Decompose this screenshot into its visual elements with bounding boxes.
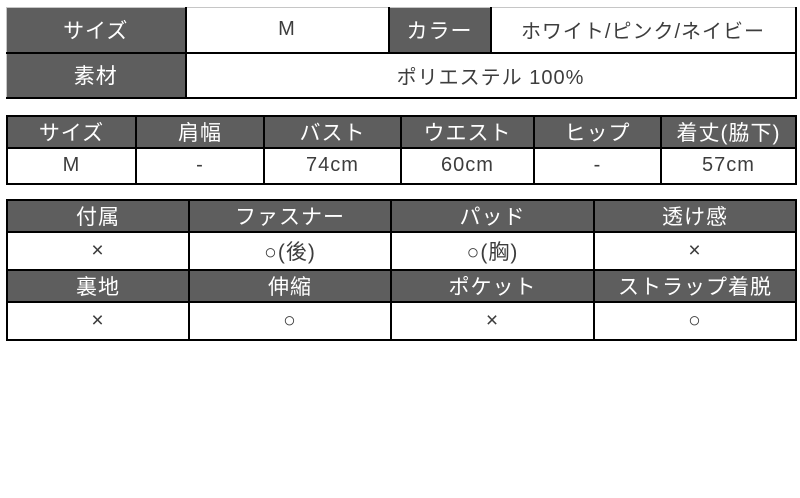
features-header-row-1: 付属 ファスナー パッド 透け感 xyxy=(6,198,797,233)
pocket-value: × xyxy=(390,300,595,341)
measurements-value-hip: - xyxy=(533,146,662,185)
features-header-row-2: 裏地 伸縮 ポケット ストラップ着脱 xyxy=(6,268,797,303)
material-label: 素材 xyxy=(6,51,187,99)
measurements-value-row: M - 74cm 60cm - 57cm xyxy=(6,146,797,185)
product-summary-table: サイズ M カラー ホワイト/ピンク/ネイビー 素材 ポリエステル 100% xyxy=(6,7,797,99)
color-value: ホワイト/ピンク/ネイビー xyxy=(489,7,797,54)
material-value: ポリエステル 100% xyxy=(184,51,797,99)
stretch-label: 伸縮 xyxy=(188,268,392,303)
measurements-header-length: 着丈(脇下) xyxy=(660,114,797,149)
measurements-header-hip: ヒップ xyxy=(533,114,662,149)
zipper-label: ファスナー xyxy=(188,198,392,233)
measurements-header-waist: ウエスト xyxy=(400,114,535,149)
lining-label: 裏地 xyxy=(6,268,190,303)
pad-value: ○(胸) xyxy=(390,230,595,271)
color-label: カラー xyxy=(387,7,492,54)
measurements-value-shoulder: - xyxy=(135,146,265,185)
features-table: 付属 ファスナー パッド 透け感 × ○(後) ○(胸) × 裏地 伸縮 ポケッ… xyxy=(6,198,797,341)
measurements-header-bust: バスト xyxy=(263,114,402,149)
size-label: サイズ xyxy=(6,7,187,54)
size-value: M xyxy=(184,7,390,54)
measurements-header-shoulder: 肩幅 xyxy=(135,114,265,149)
measurements-value-waist: 60cm xyxy=(400,146,535,185)
measurements-header-row: サイズ 肩幅 バスト ウエスト ヒップ 着丈(脇下) xyxy=(6,114,797,149)
lining-value: × xyxy=(6,300,190,341)
accessories-label: 付属 xyxy=(6,198,190,233)
pocket-label: ポケット xyxy=(390,268,595,303)
features-value-row-2: × ○ × ○ xyxy=(6,300,797,341)
zipper-value: ○(後) xyxy=(188,230,392,271)
strap-detach-label: ストラップ着脱 xyxy=(593,268,797,303)
summary-row-size-color: サイズ M カラー ホワイト/ピンク/ネイビー xyxy=(6,7,797,54)
sheerness-label: 透け感 xyxy=(593,198,797,233)
stretch-value: ○ xyxy=(188,300,392,341)
measurements-value-bust: 74cm xyxy=(263,146,402,185)
pad-label: パッド xyxy=(390,198,595,233)
measurements-value-size: M xyxy=(6,146,137,185)
summary-row-material: 素材 ポリエステル 100% xyxy=(6,51,797,99)
measurements-value-length: 57cm xyxy=(660,146,797,185)
accessories-value: × xyxy=(6,230,190,271)
features-value-row-1: × ○(後) ○(胸) × xyxy=(6,230,797,271)
sheerness-value: × xyxy=(593,230,797,271)
measurements-header-size: サイズ xyxy=(6,114,137,149)
measurements-table: サイズ 肩幅 バスト ウエスト ヒップ 着丈(脇下) M - 74cm 60cm… xyxy=(6,114,797,185)
strap-detach-value: ○ xyxy=(593,300,797,341)
